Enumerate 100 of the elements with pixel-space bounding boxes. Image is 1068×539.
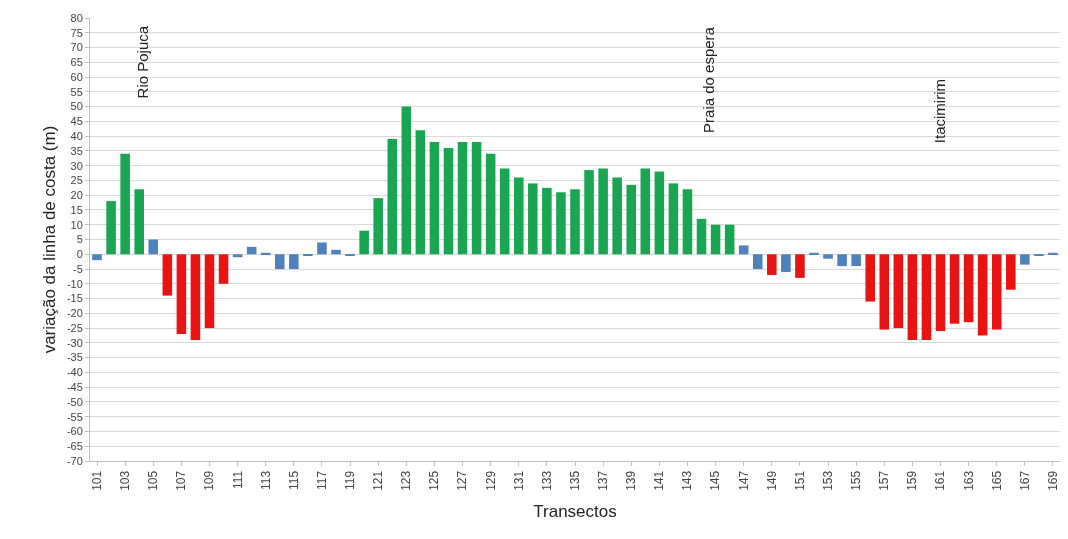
x-tick-label: 131 [511,470,526,491]
bar [401,106,412,255]
bar [1006,254,1016,290]
x-tick-label: 155 [849,470,864,491]
y-tick-label: 45 [70,115,83,128]
bar [387,139,398,255]
x-tick-label: 141 [652,470,667,491]
y-tick-label: 70 [70,41,83,54]
y-tick-label: -40 [66,366,83,379]
x-tick-label: 113 [258,470,273,490]
bar [640,168,651,255]
x-tick-label: 107 [174,470,189,491]
x-tick-label: 115 [286,470,301,490]
y-axis-title: variação da linha de costa (m) [40,125,60,354]
x-tick-label: 123 [399,470,414,491]
bar [963,254,974,323]
bar [612,177,622,255]
y-tick-label: -10 [66,277,83,290]
bar [654,171,665,255]
bar [134,189,144,255]
bar [485,153,496,255]
y-tick-label: 15 [70,203,83,216]
y-tick-label: 55 [70,85,83,98]
bar [106,201,116,255]
x-tick-label: 147 [736,470,751,491]
x-tick-label: 119 [342,470,357,490]
bar [977,254,988,336]
bar [556,192,566,255]
bar [457,142,468,255]
bar [471,142,482,255]
y-tick-label: -30 [66,336,83,349]
x-tick-label: 125 [427,470,442,491]
y-tick-label: -65 [66,440,83,453]
bar [935,254,946,332]
bar [499,168,510,255]
bar [795,254,805,278]
bar [528,183,538,255]
x-tick-label: 111 [230,470,245,490]
y-tick-label: -25 [66,321,83,334]
x-tick-label: 129 [483,470,498,491]
bar [823,254,833,259]
x-tick-label: 133 [539,470,554,491]
x-tick-label: 165 [989,470,1004,491]
x-tick-label: 151 [792,470,807,491]
bar [415,130,426,255]
y-tick-label: 50 [70,100,83,113]
y-tick-label: -60 [66,425,83,438]
bar [260,252,271,255]
y-tick-label: 35 [70,144,83,157]
x-tick-label: 105 [146,470,161,491]
bar [879,254,890,330]
x-tick-label: 121 [371,470,386,491]
bar [752,254,763,270]
y-tick-label: -55 [66,410,83,423]
bar [443,147,454,255]
bar [809,252,819,255]
x-tick-label: 103 [118,470,133,491]
bar [570,189,580,255]
bar [738,245,749,255]
bar [682,189,693,255]
x-tick-label: 139 [624,470,639,491]
x-tick-label: 145 [708,470,723,491]
bar [92,254,102,261]
y-tick-label: -70 [66,454,83,467]
x-axis-title: Transectos [533,502,617,522]
x-tick-label: 101 [89,470,104,491]
bar [1020,254,1030,265]
y-tick-label: -35 [66,351,83,364]
x-tick-label: 109 [202,470,217,491]
bar [373,198,383,255]
y-tick-label: 25 [70,174,83,187]
bar [120,153,130,255]
x-tick-label: 167 [1017,470,1032,491]
bar [724,224,735,255]
x-tick-label: 161 [933,470,948,491]
bar [162,254,173,296]
y-tick-label: -45 [66,381,83,394]
bar [837,254,847,267]
bar [513,177,524,255]
y-tick-label: 30 [70,159,83,172]
x-tick-label: 135 [567,470,582,491]
bar [991,254,1002,330]
bar [598,168,608,255]
y-tick-label: -20 [66,307,83,320]
bar [781,254,791,272]
bar [865,254,875,302]
x-tick-label: 127 [455,470,470,491]
bar [176,254,187,335]
y-tick-label: 10 [70,218,83,231]
bar [851,254,861,267]
x-tick-label: 153 [820,470,835,491]
annotation: Rio Pojuca [133,25,151,99]
x-tick-label: 157 [877,470,892,491]
y-tick-label: 40 [70,129,83,142]
y-tick-label: 60 [70,70,83,83]
bar [949,254,960,324]
bar [767,254,777,275]
bar [232,254,243,258]
y-tick-label: 75 [70,26,83,39]
x-tick-label: 163 [961,470,976,491]
